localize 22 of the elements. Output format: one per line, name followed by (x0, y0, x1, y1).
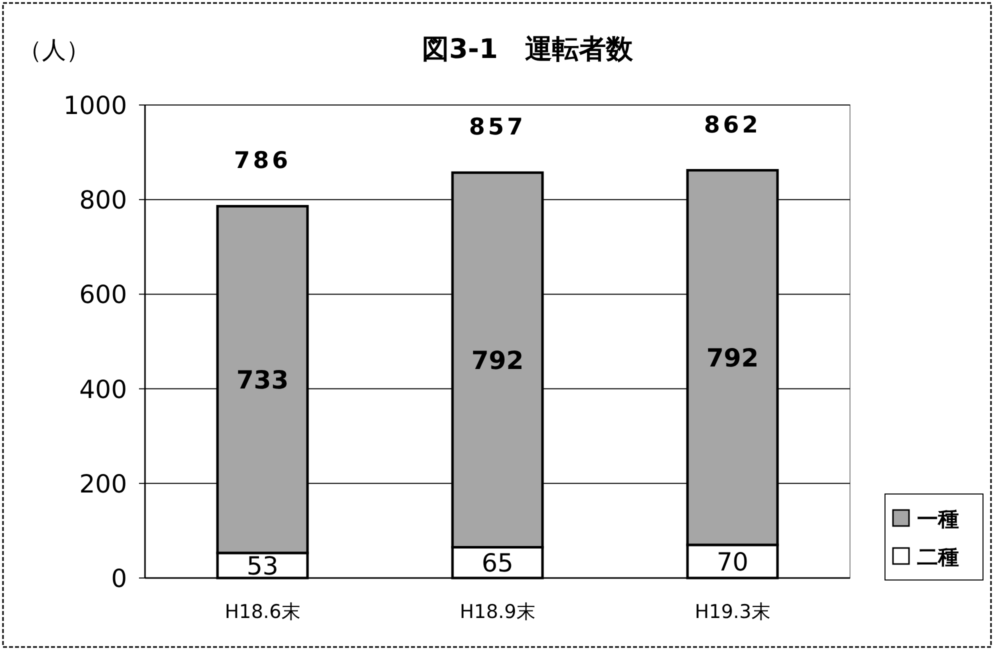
data-label: 65 (482, 548, 514, 578)
y-tick-label: 400 (79, 374, 127, 404)
data-label: 792 (471, 346, 524, 375)
x-tick-label: H19.3末 (694, 601, 770, 623)
total-label: 857 (468, 114, 526, 141)
y-tick-label: 200 (79, 469, 127, 498)
y-tick-label: 1000 (63, 91, 127, 120)
x-tick-label: H18.9末 (460, 601, 536, 623)
y-tick-label: 0 (111, 564, 127, 593)
legend-label: 二種 (917, 545, 959, 569)
data-label: 70 (716, 547, 748, 576)
y-tick-label: 600 (79, 280, 127, 310)
data-label: 733 (236, 366, 289, 395)
chart-title: 図3-1 運転者数 (422, 34, 634, 65)
data-label: 53 (246, 551, 278, 580)
y-axis-title: （人） (18, 36, 90, 64)
x-tick-label: H18.6末 (224, 601, 300, 623)
data-label: 792 (706, 344, 759, 373)
y-tick-label: 800 (79, 186, 127, 215)
total-label: 786 (234, 148, 292, 174)
legend-label: 一種 (917, 507, 959, 531)
total-label: 862 (704, 112, 762, 138)
